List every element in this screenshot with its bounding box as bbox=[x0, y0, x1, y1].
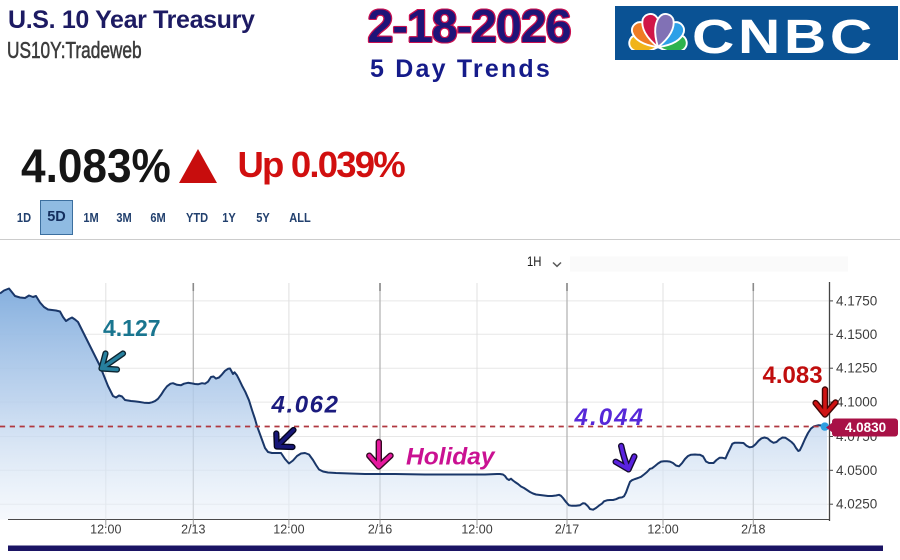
svg-text:4.1000: 4.1000 bbox=[836, 395, 877, 410]
svg-text:4.127: 4.127 bbox=[103, 315, 161, 341]
svg-text:4.0500: 4.0500 bbox=[836, 463, 877, 478]
svg-text:4.1250: 4.1250 bbox=[836, 361, 877, 376]
svg-text:2/18: 2/18 bbox=[741, 523, 765, 537]
svg-text:2/16: 2/16 bbox=[368, 523, 392, 537]
svg-text:2/13: 2/13 bbox=[181, 523, 205, 537]
svg-text:12:00: 12:00 bbox=[461, 523, 492, 537]
svg-text:4.0250: 4.0250 bbox=[836, 497, 877, 512]
svg-text:12:00: 12:00 bbox=[90, 523, 121, 537]
svg-text:4.062: 4.062 bbox=[271, 392, 339, 419]
svg-text:2/17: 2/17 bbox=[555, 523, 579, 537]
svg-text:Holiday: Holiday bbox=[406, 444, 496, 471]
svg-text:1H: 1H bbox=[527, 254, 542, 269]
svg-text:4.1750: 4.1750 bbox=[836, 293, 877, 308]
svg-text:12:00: 12:00 bbox=[273, 523, 304, 537]
svg-text:4.0830: 4.0830 bbox=[845, 420, 886, 435]
svg-text:4.1500: 4.1500 bbox=[836, 327, 877, 342]
svg-text:12:00: 12:00 bbox=[647, 523, 678, 537]
svg-text:4.044: 4.044 bbox=[574, 404, 644, 431]
svg-text:4.083: 4.083 bbox=[763, 362, 823, 389]
